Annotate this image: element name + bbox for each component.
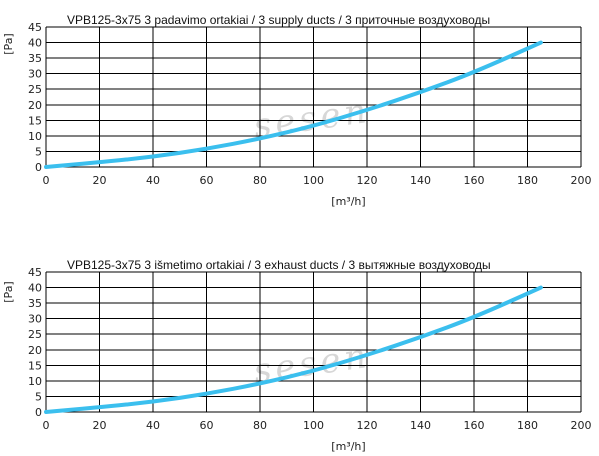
x-tick-label: 120 (357, 419, 378, 432)
y-tick-label: 45 (28, 266, 42, 279)
x-axis-label: [m³/h] (331, 440, 365, 453)
x-tick-label: 20 (93, 419, 107, 432)
x-tick-label: 60 (200, 419, 214, 432)
y-tick-label: 35 (28, 52, 42, 65)
chart-title: VPB125-3x75 3 išmetimo ortakiai / 3 exha… (67, 258, 491, 272)
x-tick-label: 120 (357, 174, 378, 187)
y-tick-label: 0 (35, 406, 42, 419)
y-tick-label: 20 (28, 344, 42, 357)
x-tick-label: 140 (410, 419, 431, 432)
chart-title: VPB125-3x75 3 padavimo ortakiai / 3 supp… (67, 13, 490, 27)
x-tick-label: 160 (464, 419, 485, 432)
y-tick-label: 10 (28, 375, 42, 388)
x-tick-label: 100 (303, 174, 324, 187)
y-tick-label: 5 (35, 390, 42, 403)
x-tick-label: 0 (43, 174, 50, 187)
x-tick-label: 60 (200, 174, 214, 187)
x-tick-label: 100 (303, 419, 324, 432)
x-tick-label: 40 (146, 419, 160, 432)
y-tick-label: 10 (28, 130, 42, 143)
y-tick-label: 0 (35, 161, 42, 174)
x-tick-label: 200 (571, 419, 592, 432)
y-tick-label: 30 (28, 68, 42, 81)
x-tick-label: 40 (146, 174, 160, 187)
series-line (44, 40, 543, 169)
y-tick-label: 5 (35, 145, 42, 158)
x-tick-label: 180 (517, 419, 538, 432)
y-axis-label: [Pa] (2, 33, 15, 54)
x-tick-label: 0 (43, 419, 50, 432)
x-tick-label: 80 (253, 419, 267, 432)
y-tick-label: 20 (28, 99, 42, 112)
y-tick-label: 45 (28, 21, 42, 34)
y-tick-label: 15 (28, 114, 42, 127)
y-tick-label: 25 (28, 328, 42, 341)
y-tick-label: 15 (28, 359, 42, 372)
x-tick-label: 200 (571, 174, 592, 187)
series-line (44, 285, 543, 414)
y-tick-label: 30 (28, 313, 42, 326)
x-tick-label: 160 (464, 174, 485, 187)
x-tick-label: 180 (517, 174, 538, 187)
y-axis-label: [Pa] (2, 281, 15, 302)
x-tick-label: 20 (93, 174, 107, 187)
x-tick-label: 140 (410, 174, 431, 187)
y-tick-label: 35 (28, 297, 42, 310)
x-axis-label: [m³/h] (331, 195, 365, 208)
y-tick-label: 40 (28, 282, 42, 295)
x-tick-label: 80 (253, 174, 267, 187)
y-tick-label: 40 (28, 37, 42, 50)
y-tick-label: 25 (28, 83, 42, 96)
